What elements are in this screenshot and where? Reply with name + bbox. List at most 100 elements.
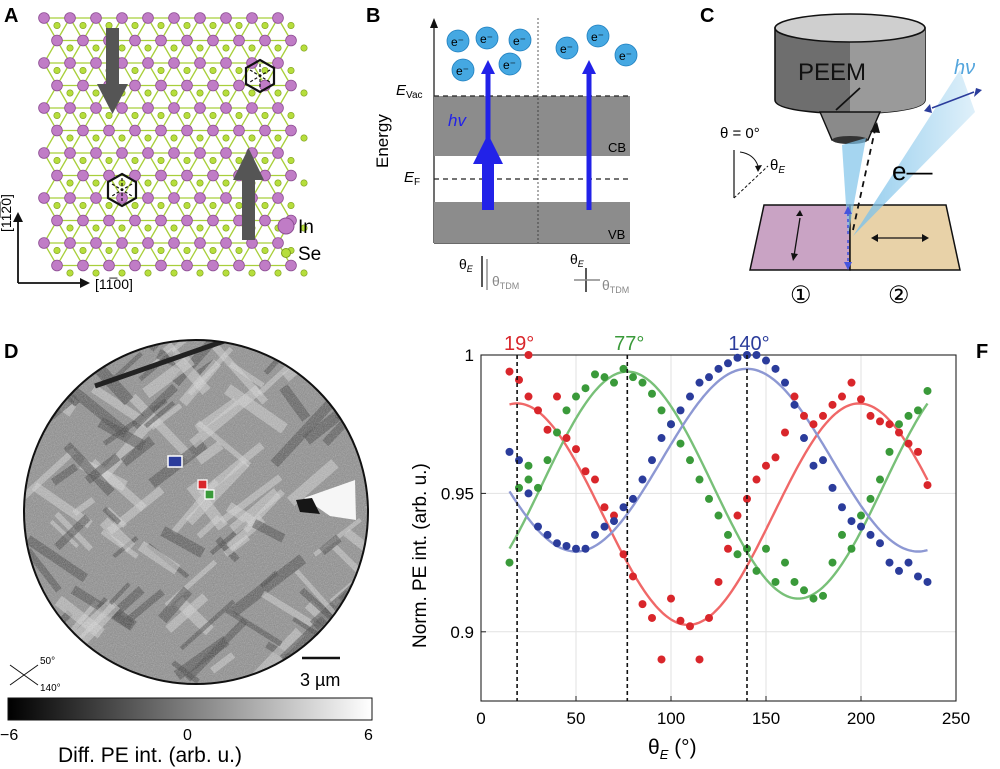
panel-a: A [11̅2̅0] [11̅00] In Se [0,5,321,292]
y-tick-label: 1 [465,346,474,365]
data-point-green [562,406,571,415]
fit-curve-green [508,370,929,600]
data-point-red [781,428,789,437]
data-point-green [876,475,884,484]
data-point-green [904,411,913,420]
data-point-blue [876,539,884,548]
data-point-blue [591,530,599,539]
marker-red [197,479,208,490]
data-point-red [819,411,827,420]
electron-icon: e⁻ [586,24,610,48]
data-point-red [524,351,533,359]
marker-green [204,489,215,500]
data-point-blue [581,544,590,553]
colorbar [7,697,373,721]
plot-frame [480,354,957,702]
excitation-arrow-left [473,60,503,210]
data-point-red [581,467,590,476]
polarization-arrow-down [97,28,128,114]
data-point-red [648,613,656,622]
data-point-blue [505,447,514,456]
data-point-green [591,370,599,379]
data-point-green [515,483,523,492]
data-point-green [847,544,856,553]
data-point-green [534,483,542,492]
data-point-green [600,373,609,382]
data-point-red [667,594,675,603]
emitted-electrons: e⁻ e⁻ e⁻ e⁻ e⁻ e⁻ e⁻ e⁻ [446,24,638,82]
data-point-blue [752,351,761,359]
data-point-red [676,616,685,625]
data-point-red [515,375,523,384]
data-point-red [657,655,666,664]
panel-c: C PEEM hν e— θ = 0° θE ① ② [700,5,982,309]
legend-se-label: Se [298,244,321,265]
data-point-green [752,566,761,575]
data-point-red [629,572,637,581]
data-point-red [762,461,770,470]
data-point-green [819,591,827,600]
light-beam [853,70,975,236]
polarization-arrow-up [233,148,264,240]
direction-horizontal-label: [11̅00] [95,276,133,292]
data-point-blue [781,378,789,387]
phase-line-label: 19° [504,333,534,355]
data-point-green [838,530,846,539]
data-point-red [904,439,913,448]
svg-text:θTDM: θTDM [492,273,519,291]
data-point-green [610,378,618,387]
electron-icon: e⁻ [614,43,638,67]
data-point-red [895,428,903,437]
data-point-red [505,367,514,376]
data-point-green [553,428,561,437]
data-point-blue [904,558,913,567]
data-point-blue [733,353,742,362]
theta-zero-label: θ = 0° [720,125,760,142]
data-point-red [876,417,884,426]
data-point-red [838,392,846,401]
valence-band [434,202,630,243]
peem-image [24,340,368,684]
data-point-green [705,494,713,503]
data-point-blue [923,577,932,586]
data-point-green [524,461,533,470]
data-point-green [695,475,704,484]
data-point-green [743,544,751,553]
electron-icon: e⁻ [555,36,579,60]
data-point-blue [724,359,732,368]
svg-text:e⁻: e⁻ [503,58,516,72]
data-point-green [629,373,637,382]
data-point-blue [534,522,542,531]
data-point-red [857,395,865,404]
chart-ylabel: Norm. PE int. (arb. u.) [410,463,431,648]
colorbar-mid: 0 [183,727,192,744]
tdm-caption-right: θE θTDM [570,251,629,295]
data-point-blue [562,541,571,550]
x-tick-label: 100 [657,709,685,728]
data-point-red [591,475,599,484]
data-point-blue [600,522,609,531]
data-point-green [543,456,552,465]
x-tick-label: 200 [847,709,875,728]
y-tick-label: 0.95 [441,484,474,503]
data-point-green [724,530,732,539]
electron-icon: e⁻ [451,58,475,82]
data-point-blue [838,503,846,512]
data-point-blue [914,572,922,581]
data-point-red [638,600,647,609]
data-point-red [572,445,580,454]
peem-lens [774,13,926,144]
data-point-green [781,558,789,567]
data-point-green [638,378,647,387]
data-point-red [695,655,704,664]
data-point-green [895,420,903,429]
vb-label: VB [608,227,625,242]
panel-b-letter: B [366,5,380,27]
data-point-red [562,434,571,443]
data-point-blue [543,530,552,539]
cb-label: CB [608,140,626,155]
colorbar-max: 6 [364,727,373,744]
data-point-green [686,456,694,465]
data-point-blue [667,420,675,429]
data-point-blue [629,494,637,503]
